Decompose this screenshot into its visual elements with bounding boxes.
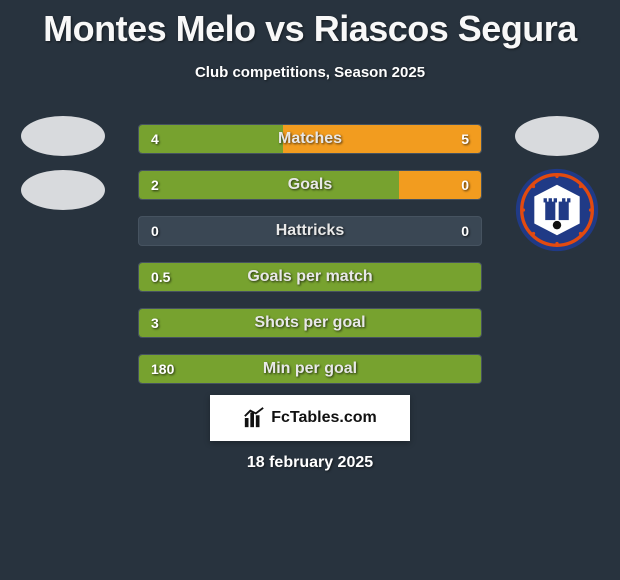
page-title: Montes Melo vs Riascos Segura [0, 0, 620, 50]
stat-row: 180Min per goal [138, 354, 482, 384]
badge-crenel-1 [544, 198, 547, 202]
stat-row: 0.5Goals per match [138, 262, 482, 292]
stat-row: 3Shots per goal [138, 308, 482, 338]
bars-icon [243, 407, 265, 429]
player2-value: 0 [461, 217, 469, 245]
subtitle: Club competitions, Season 2025 [0, 64, 620, 81]
badge-ball-icon [553, 221, 561, 229]
player1-fill [139, 125, 283, 153]
badge-crenel-3 [554, 198, 557, 202]
badge-crenel-5 [567, 198, 570, 202]
badge-tower-left [545, 202, 555, 220]
player1-fill [139, 355, 481, 383]
player1-value: 4 [151, 125, 159, 153]
player1-club-placeholder [21, 170, 105, 210]
player1-value: 0.5 [151, 263, 170, 291]
badge-crenel-2 [549, 198, 552, 202]
badge-crenel-4 [562, 198, 565, 202]
stat-row: 45Matches [138, 124, 482, 154]
player1-fill [139, 309, 481, 337]
player2-column [512, 116, 602, 252]
player2-club-badge [515, 168, 599, 252]
bars-container: 45Matches20Goals00Hattricks0.5Goals per … [138, 124, 482, 400]
player1-fill [139, 263, 481, 291]
player1-value: 180 [151, 355, 174, 383]
badge-tower-right [559, 202, 569, 220]
footer-brand-text: FcTables.com [271, 409, 377, 427]
player2-fill [283, 125, 481, 153]
stat-label: Hattricks [139, 217, 481, 245]
footer-date: 18 february 2025 [0, 454, 620, 472]
player1-value: 2 [151, 171, 159, 199]
player1-value: 3 [151, 309, 159, 337]
player1-column [18, 116, 108, 210]
player1-fill [139, 171, 399, 199]
player2-avatar-placeholder [515, 116, 599, 156]
player2-value: 5 [461, 125, 469, 153]
stat-row: 20Goals [138, 170, 482, 200]
footer-brand-badge: FcTables.com [210, 395, 410, 441]
player1-avatar-placeholder [21, 116, 105, 156]
player2-value: 0 [461, 171, 469, 199]
player1-value: 0 [151, 217, 159, 245]
stat-row: 0 0Hattricks [138, 216, 482, 246]
